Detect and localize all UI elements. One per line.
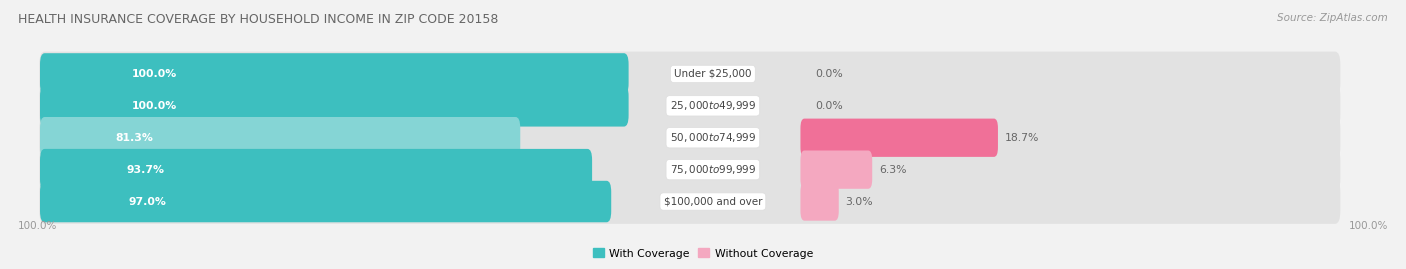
FancyBboxPatch shape: [800, 182, 839, 221]
Text: Source: ZipAtlas.com: Source: ZipAtlas.com: [1277, 13, 1388, 23]
Text: 0.0%: 0.0%: [815, 101, 842, 111]
FancyBboxPatch shape: [39, 53, 628, 95]
Text: 6.3%: 6.3%: [879, 165, 907, 175]
FancyBboxPatch shape: [39, 147, 1340, 192]
Legend: With Coverage, Without Coverage: With Coverage, Without Coverage: [589, 244, 817, 263]
Text: HEALTH INSURANCE COVERAGE BY HOUSEHOLD INCOME IN ZIP CODE 20158: HEALTH INSURANCE COVERAGE BY HOUSEHOLD I…: [18, 13, 499, 26]
Text: $50,000 to $74,999: $50,000 to $74,999: [669, 131, 756, 144]
Text: 100.0%: 100.0%: [18, 221, 58, 231]
FancyBboxPatch shape: [39, 181, 612, 222]
FancyBboxPatch shape: [39, 85, 628, 127]
FancyBboxPatch shape: [39, 179, 1340, 224]
Text: 93.7%: 93.7%: [127, 165, 165, 175]
Text: Under $25,000: Under $25,000: [673, 69, 752, 79]
Text: 100.0%: 100.0%: [1348, 221, 1388, 231]
Text: 81.3%: 81.3%: [115, 133, 153, 143]
FancyBboxPatch shape: [39, 52, 1340, 96]
FancyBboxPatch shape: [39, 83, 1340, 128]
FancyBboxPatch shape: [39, 117, 520, 158]
Text: 97.0%: 97.0%: [129, 197, 167, 207]
FancyBboxPatch shape: [39, 115, 1340, 160]
Text: $75,000 to $99,999: $75,000 to $99,999: [669, 163, 756, 176]
FancyBboxPatch shape: [800, 119, 998, 157]
FancyBboxPatch shape: [39, 149, 592, 190]
Text: 3.0%: 3.0%: [845, 197, 873, 207]
Text: $25,000 to $49,999: $25,000 to $49,999: [669, 99, 756, 112]
Text: $100,000 and over: $100,000 and over: [664, 197, 762, 207]
Text: 0.0%: 0.0%: [815, 69, 842, 79]
FancyBboxPatch shape: [800, 150, 872, 189]
Text: 18.7%: 18.7%: [1004, 133, 1039, 143]
Text: 100.0%: 100.0%: [132, 101, 177, 111]
Text: 100.0%: 100.0%: [132, 69, 177, 79]
